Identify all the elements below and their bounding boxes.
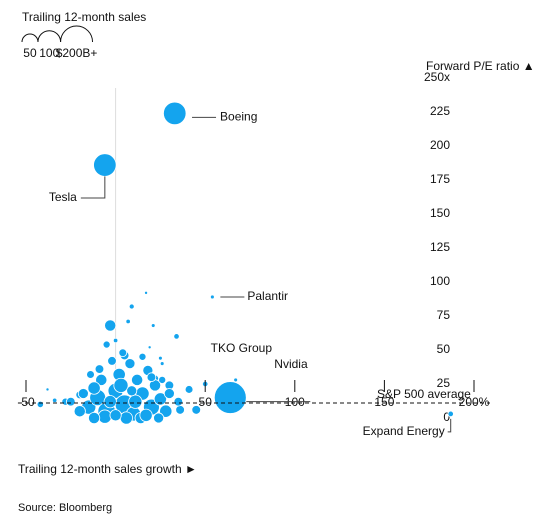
bubble — [103, 395, 117, 409]
bubble — [131, 373, 144, 386]
x-tick-label: 200% — [459, 395, 490, 409]
leader-line — [447, 418, 452, 433]
bubble — [95, 373, 108, 386]
size-legend-arc — [37, 30, 62, 43]
bubble — [158, 375, 167, 384]
point-label: Tesla — [49, 190, 77, 204]
bubble — [88, 411, 101, 425]
bubble — [86, 370, 95, 379]
size-legend-title: Trailing 12-month sales — [22, 10, 146, 24]
bubble — [163, 388, 175, 399]
bubble — [173, 333, 180, 340]
y-tick-label: 75 — [437, 308, 451, 322]
bubble — [66, 396, 76, 407]
point-label: Palantir — [247, 289, 288, 303]
point-label: Expand Energy — [363, 424, 445, 438]
y-tick-label: 0 — [443, 410, 450, 424]
bubble — [113, 377, 129, 393]
y-tick-label: 125 — [430, 240, 450, 254]
bubble — [104, 319, 117, 332]
bubble — [153, 392, 167, 406]
bubble — [77, 388, 89, 399]
bubble — [191, 405, 202, 415]
y-tick-label: 100 — [430, 274, 450, 288]
y-axis-label: Forward P/E ratio ▲ — [426, 59, 535, 73]
bubble — [112, 337, 119, 344]
bubble — [128, 394, 143, 409]
y-tick-label: 150 — [430, 206, 450, 220]
bubble — [175, 405, 185, 415]
point-label: Boeing — [220, 110, 257, 124]
y-tick-label: 250x — [424, 70, 450, 84]
bubble — [210, 294, 215, 300]
bubble — [153, 412, 165, 424]
y-tick-label: 25 — [437, 376, 451, 390]
bubble — [124, 358, 136, 370]
bubble — [447, 410, 454, 418]
bubble — [146, 372, 157, 382]
bubble — [147, 345, 152, 350]
size-legend-label: 50 — [23, 46, 37, 60]
x-tick-label: 100 — [285, 395, 305, 409]
bubble — [87, 381, 101, 395]
bubble — [109, 409, 122, 422]
bubble — [144, 290, 149, 295]
y-tick-label: 225 — [430, 104, 450, 118]
x-tick-label: 50 — [199, 395, 213, 409]
bubble — [107, 356, 117, 366]
bubble — [45, 387, 50, 392]
size-legend-label: 100 — [39, 46, 59, 60]
bubble — [184, 385, 194, 394]
reference-line-label: S&P 500 average — [377, 387, 471, 401]
bubble — [36, 400, 44, 408]
size-legend-arc — [21, 33, 39, 43]
bubble — [128, 303, 135, 310]
bubble — [93, 153, 117, 177]
bubble — [158, 355, 163, 361]
bubble — [125, 318, 131, 325]
y-tick-label: 175 — [430, 172, 450, 186]
bubble — [163, 101, 187, 126]
bubble — [73, 405, 86, 418]
size-legend-label: $200B+ — [56, 46, 98, 60]
bubble — [233, 377, 239, 383]
bubble — [97, 409, 112, 424]
x-tick-label: 150 — [374, 395, 394, 409]
bubble — [150, 323, 156, 328]
bubble — [126, 385, 138, 397]
leader-line — [80, 176, 106, 199]
bubble — [173, 396, 184, 407]
y-tick-label: 50 — [437, 342, 451, 356]
bubble — [139, 408, 153, 422]
point-label: TKO Group — [211, 341, 273, 355]
bubble — [159, 361, 165, 366]
bubble — [138, 352, 147, 361]
bubble — [159, 404, 173, 418]
bubble — [94, 364, 105, 374]
bubble — [118, 348, 128, 358]
y-tick-label: 200 — [430, 138, 450, 152]
x-tick-label: -50 — [17, 395, 35, 409]
bubble — [119, 411, 133, 425]
x-axis-label: Trailing 12-month sales growth ► — [18, 462, 197, 476]
size-legend-arc — [60, 25, 94, 43]
point-label: Nvidia — [274, 357, 308, 371]
bubble — [102, 340, 111, 349]
bubble — [213, 381, 247, 414]
bubble — [52, 397, 58, 403]
source: Source: Bloomberg — [18, 502, 112, 514]
